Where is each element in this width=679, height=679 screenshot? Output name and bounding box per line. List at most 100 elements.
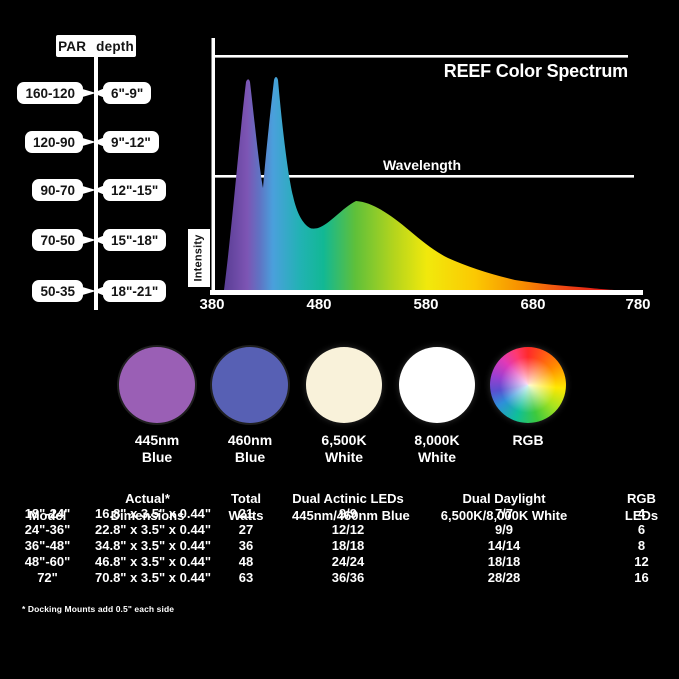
spec-table: Model Actual* Dimensions Total Watts Dua…	[0, 490, 679, 586]
led-label-line2: White	[324, 449, 364, 466]
depth-value-pill: 9"-12"	[103, 131, 159, 153]
x-tick-680: 680	[520, 296, 546, 313]
table-cell: 63	[238, 570, 254, 585]
par-depth-row-4: 70-50 15"-18"	[0, 229, 200, 251]
par-value-pill: 70-50	[32, 229, 83, 251]
wavelength-reference-line	[212, 175, 634, 178]
par-depth-row-2: 120-90 9"-12"	[0, 131, 200, 153]
par-depth-row-1: 160-120 6"-9"	[0, 82, 200, 104]
table-cell: 36"-48"	[24, 538, 71, 553]
connector-wedge-right-icon	[93, 235, 105, 245]
led-label-line2: Blue	[141, 449, 173, 466]
spectrum-curve	[224, 77, 614, 290]
led-swatch-rgb: RGB	[481, 347, 575, 449]
par-value-pill: 120-90	[24, 131, 83, 153]
led-swatch-460nm-blue: 460nm Blue	[203, 347, 297, 466]
col-header-watts: Total Watts	[228, 491, 264, 523]
led-label-line1: 8,000K	[414, 432, 460, 448]
table-cell: 22.8" x 3.5" x 0.44"	[95, 522, 212, 537]
depth-header-label: depth	[96, 38, 134, 54]
depth-value-pill: 6"-9"	[103, 82, 152, 104]
connector-wedge-right-icon	[93, 137, 105, 147]
connector-wedge-left-icon	[79, 137, 96, 147]
par-depth-axis-line	[94, 57, 98, 310]
par-depth-row-5: 50-35 18"-21"	[0, 280, 200, 302]
depth-value-pill: 12"-15"	[103, 179, 167, 201]
spectrum-plot-area	[210, 38, 643, 295]
col-header-daylight-leds: Dual Daylight 6,500K/8,000K White	[440, 491, 568, 523]
table-cell: 34.8" x 3.5" x 0.44"	[95, 538, 212, 553]
par-value-pill: 50-35	[32, 280, 83, 302]
connector-wedge-left-icon	[79, 88, 96, 98]
connector-wedge-left-icon	[79, 235, 96, 245]
x-axis-label: Wavelength	[382, 157, 462, 173]
led-swatch-label: 8,000K White	[390, 432, 484, 466]
y-axis-label-box: Intensity	[188, 229, 210, 287]
col-header-rgb-leds: RGB LEDs	[624, 491, 659, 523]
x-tick-480: 480	[306, 296, 332, 313]
led-swatch-label: RGB	[481, 432, 575, 449]
table-cell: 14/14	[487, 538, 521, 553]
par-value-pill: 90-70	[32, 179, 83, 201]
table-cell: 36	[238, 538, 254, 553]
led-label-line1: 460nm	[227, 432, 273, 448]
led-swatch-label: 445nm Blue	[110, 432, 204, 466]
led-swatch-445nm-blue: 445nm Blue	[110, 347, 204, 466]
table-cell: 12	[634, 554, 649, 569]
table-cell: 70.8" x 3.5" x 0.44"	[95, 570, 212, 585]
table-cell: 48	[238, 554, 254, 569]
par-depth-header: PAR depth	[56, 35, 136, 57]
table-cell: 18/18	[487, 554, 521, 569]
led-swatch-label: 460nm Blue	[203, 432, 297, 466]
led-swatch-6500k-white: 6,500K White	[297, 347, 391, 466]
table-cell: 28/28	[487, 570, 521, 585]
y-axis-label: Intensity	[193, 234, 205, 282]
table-cell: 48"-60"	[24, 554, 71, 569]
depth-value-pill: 15"-18"	[103, 229, 167, 251]
y-axis-line	[211, 38, 215, 291]
table-cell: 46.8" x 3.5" x 0.44"	[95, 554, 212, 569]
led-label-line1: 445nm	[134, 432, 180, 448]
led-swatch-8000k-white: 8,000K White	[390, 347, 484, 466]
table-cell: 21	[238, 506, 254, 521]
table-cell: 18/18	[331, 538, 365, 553]
led-color-circle	[399, 347, 475, 423]
table-cell: 8	[637, 538, 646, 553]
connector-wedge-left-icon	[79, 185, 96, 195]
table-cell: 36/36	[331, 570, 365, 585]
led-label-line2: Blue	[234, 449, 266, 466]
par-header-label: PAR	[58, 38, 87, 54]
col-header-model: Model	[28, 508, 67, 523]
connector-wedge-right-icon	[93, 286, 105, 296]
chart-title: REEF Color Spectrum	[443, 61, 628, 81]
table-cell: 18"-24"	[24, 506, 71, 521]
table-footnote: * Docking Mounts add 0.5" each side	[22, 604, 175, 614]
x-axis-line	[210, 290, 643, 295]
par-value-pill: 160-120	[17, 82, 83, 104]
connector-wedge-right-icon	[93, 88, 105, 98]
led-label-line1: RGB	[512, 432, 544, 448]
x-tick-580: 580	[413, 296, 439, 313]
table-cell: 16	[634, 570, 649, 585]
led-color-circle	[212, 347, 288, 423]
chart-top-border-line	[212, 55, 628, 58]
table-cell: 27	[238, 522, 254, 537]
table-cell: 16.8" x 3.5" x 0.44"	[95, 506, 212, 521]
table-cell: 9/9	[494, 522, 514, 537]
table-cell: 7/7	[494, 506, 514, 521]
rgb-color-wheel-icon	[490, 347, 566, 423]
x-tick-380: 380	[199, 296, 225, 313]
connector-wedge-left-icon	[79, 286, 96, 296]
led-label-line1: 6,500K	[321, 432, 367, 448]
table-cell: 72"	[37, 570, 58, 585]
table-cell: 12/12	[331, 522, 365, 537]
x-tick-780: 780	[625, 296, 651, 313]
led-label-line2: White	[417, 449, 457, 466]
led-color-circle	[306, 347, 382, 423]
connector-wedge-right-icon	[93, 185, 105, 195]
led-color-circle	[119, 347, 195, 423]
col-header-dimensions: Actual* Dimensions	[110, 491, 185, 523]
table-cell: 4	[637, 506, 646, 521]
table-cell: 6	[637, 522, 646, 537]
